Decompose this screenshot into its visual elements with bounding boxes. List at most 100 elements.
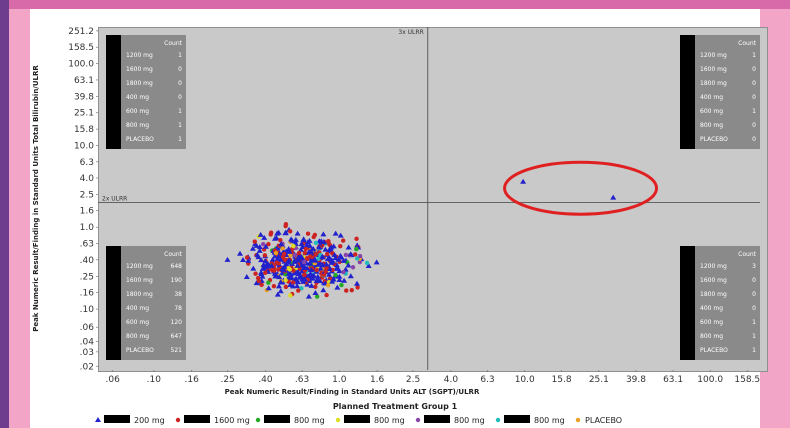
x-tick-label: 1.6 [370,375,385,385]
y-tick-label: 158.5 [68,43,94,53]
x-tick-label: 158.5 [734,375,760,385]
data-point [271,268,277,273]
data-point [335,256,342,262]
data-point [332,255,339,261]
data-point [339,282,344,288]
outlier-point [610,194,617,200]
data-point [302,272,307,278]
legend-marker [95,417,101,422]
data-point [257,231,264,237]
count-box-row-label: 1200 mg [700,52,727,59]
legend-redaction [184,415,210,423]
data-point [287,282,294,288]
legend-title: Planned Treatment Group 1 [333,402,458,411]
count-box-row-value: 1 [178,122,182,129]
data-point [329,278,336,284]
data-point [323,269,328,274]
data-point [294,279,301,285]
count-box-row-label: 800 mg [126,333,149,340]
data-point [322,246,329,252]
data-point [304,239,311,245]
count-box-row-value: 1 [752,319,756,326]
data-point [301,260,307,265]
data-point [308,249,315,255]
legend-redaction [264,415,290,423]
legend-redaction [344,415,370,423]
data-point [350,265,356,270]
count-box-row-value: 1 [752,52,756,59]
highlight-ellipse [503,160,659,216]
y-tick-label: 63.1 [74,76,94,86]
data-point [308,282,315,288]
legend-marker [175,417,181,423]
count-box-row-value: 0 [752,122,756,129]
data-point [294,283,301,289]
count-box-row-value: 0 [752,305,756,312]
data-point [240,257,247,263]
count-box-row-label: 1600 mg [126,66,153,73]
data-point [365,262,372,268]
data-point [298,241,305,247]
data-point [262,243,269,249]
legend-marker [255,417,261,423]
data-point [271,235,278,241]
data-point [271,284,277,289]
data-point [272,273,279,279]
count-box-row-value: 0 [178,80,182,87]
data-point [330,243,337,249]
data-point [308,267,315,273]
count-box-row-label: 1600 mg [700,66,727,73]
count-box-row-value: 1 [752,347,756,354]
chart-frame: 251.2 158.5 100.0 63.1 39.8 25.1 15.8 10.0 6.3 4.… [30,9,768,428]
data-point [301,264,308,270]
data-point [320,287,327,293]
y-tick-label: .10 [80,305,95,315]
data-point [337,232,344,238]
data-point [250,265,257,271]
data-point [354,246,359,252]
data-point [313,252,318,257]
data-point [296,250,302,256]
data-point [299,255,306,261]
data-point [253,271,258,276]
data-point [331,252,338,258]
data-point [295,256,302,262]
count-box-row-label: 800 mg [700,122,723,129]
data-point [290,280,296,285]
legend-label: 800 mg [454,416,485,425]
data-point [278,238,283,243]
count-box-row-value: 190 [171,277,183,284]
y-tick-label: 1.6 [80,207,95,217]
data-point [256,244,263,250]
y-tick-label: 4.0 [80,174,95,184]
data-point [308,273,315,279]
data-point [305,231,311,236]
data-point [326,271,333,277]
data-point [332,230,339,236]
legend-marker [415,417,421,423]
count-box-row-value: 1 [178,108,182,115]
legend-marker [495,417,501,423]
y-tick-label: .25 [80,273,94,283]
data-point [300,278,307,284]
data-point [283,223,288,229]
x-tick-label: 2.5 [406,375,420,385]
x-tick-label: 6.3 [480,375,494,385]
x-tick-label: .10 [147,375,162,385]
count-box-row-value: 0 [752,66,756,73]
data-point [283,284,289,290]
data-point [292,236,299,242]
count-box-row-value: 3 [752,263,756,270]
x-tick-label: 39.8 [626,375,646,385]
data-point [237,250,244,256]
legend-label: PLACEBO [585,416,622,425]
data-point [266,280,271,285]
data-point [341,269,346,275]
count-box-header: Count [738,40,756,47]
count-box-row-label: 600 mg [126,319,149,326]
data-point [277,279,284,285]
data-point [340,238,346,243]
legend-label: 800 mg [374,416,405,425]
y-tick-label: 100.0 [68,60,94,70]
data-point [294,262,301,268]
